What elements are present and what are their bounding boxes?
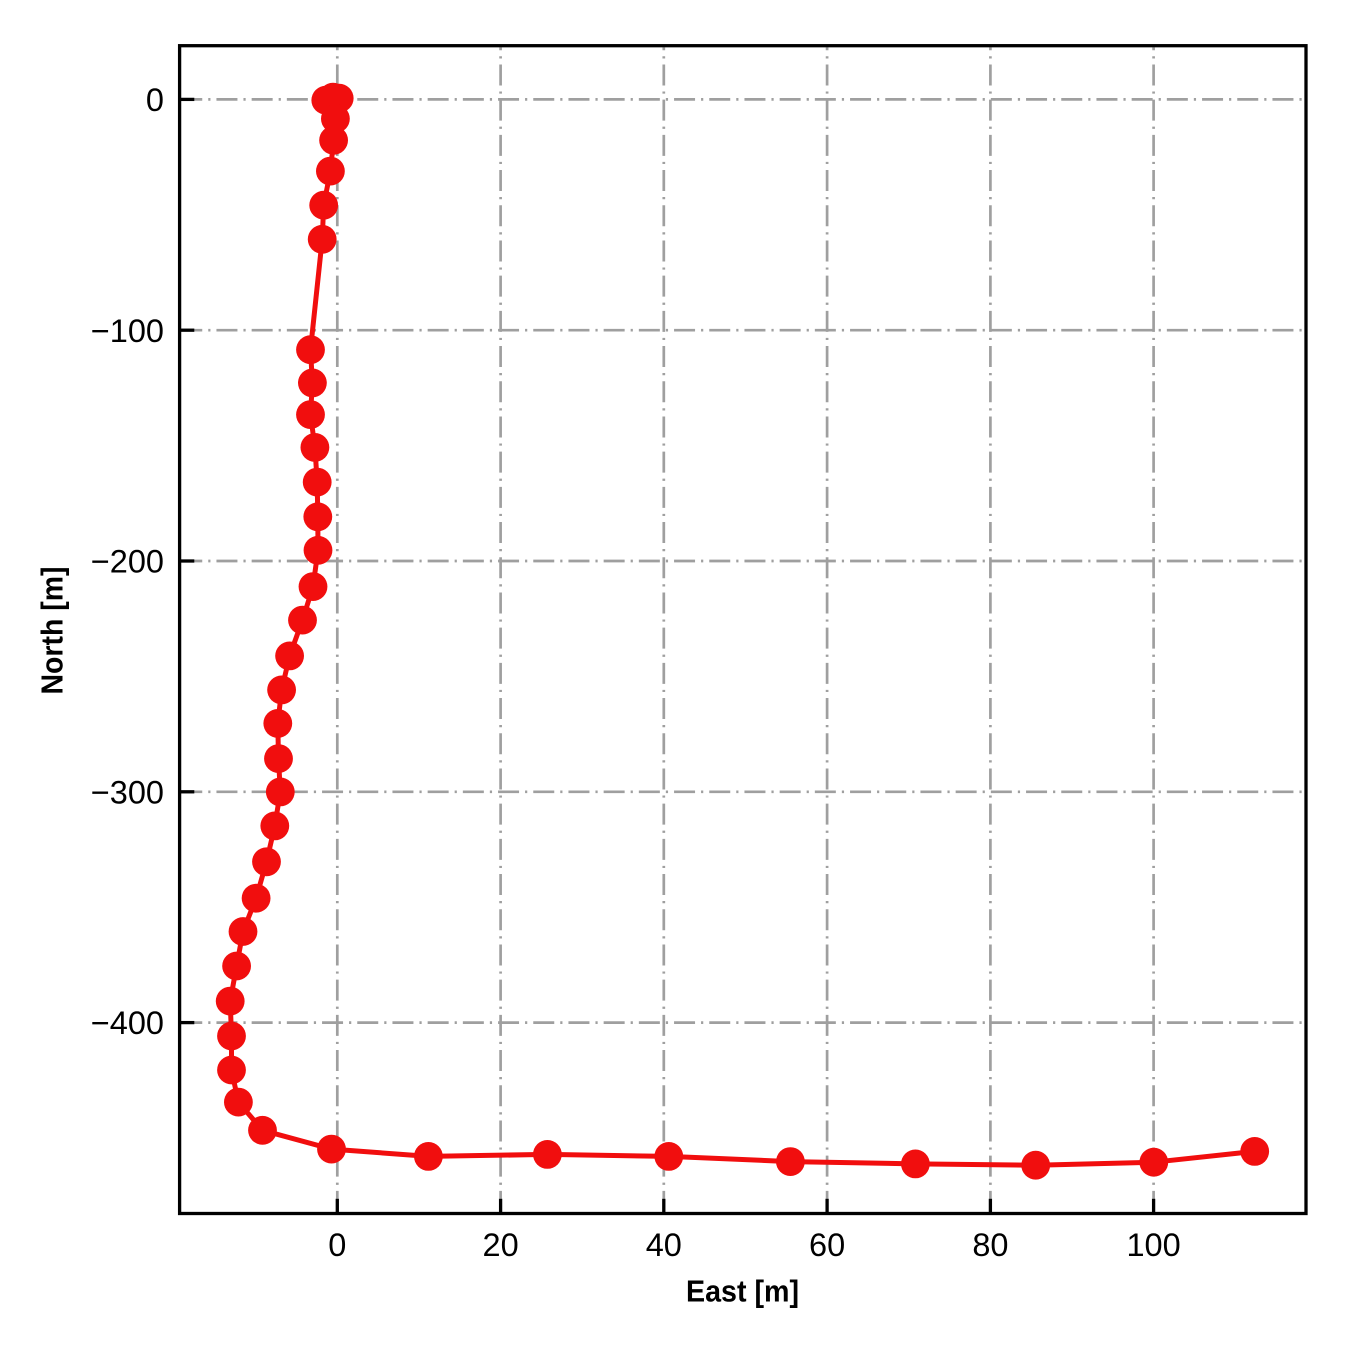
svg-text:80: 80 (972, 1227, 1008, 1263)
svg-text:0: 0 (328, 1227, 346, 1263)
svg-text:East [m]: East [m] (686, 1274, 799, 1309)
svg-text:−300: −300 (91, 774, 164, 810)
svg-text:−100: −100 (91, 313, 164, 349)
svg-text:−200: −200 (91, 544, 164, 580)
svg-text:0: 0 (146, 82, 164, 118)
svg-text:60: 60 (809, 1227, 845, 1263)
svg-text:40: 40 (646, 1227, 682, 1263)
svg-text:20: 20 (483, 1227, 519, 1263)
svg-text:−400: −400 (91, 1005, 164, 1041)
svg-text:North [m]: North [m] (35, 567, 70, 695)
svg-text:100: 100 (1126, 1227, 1180, 1263)
